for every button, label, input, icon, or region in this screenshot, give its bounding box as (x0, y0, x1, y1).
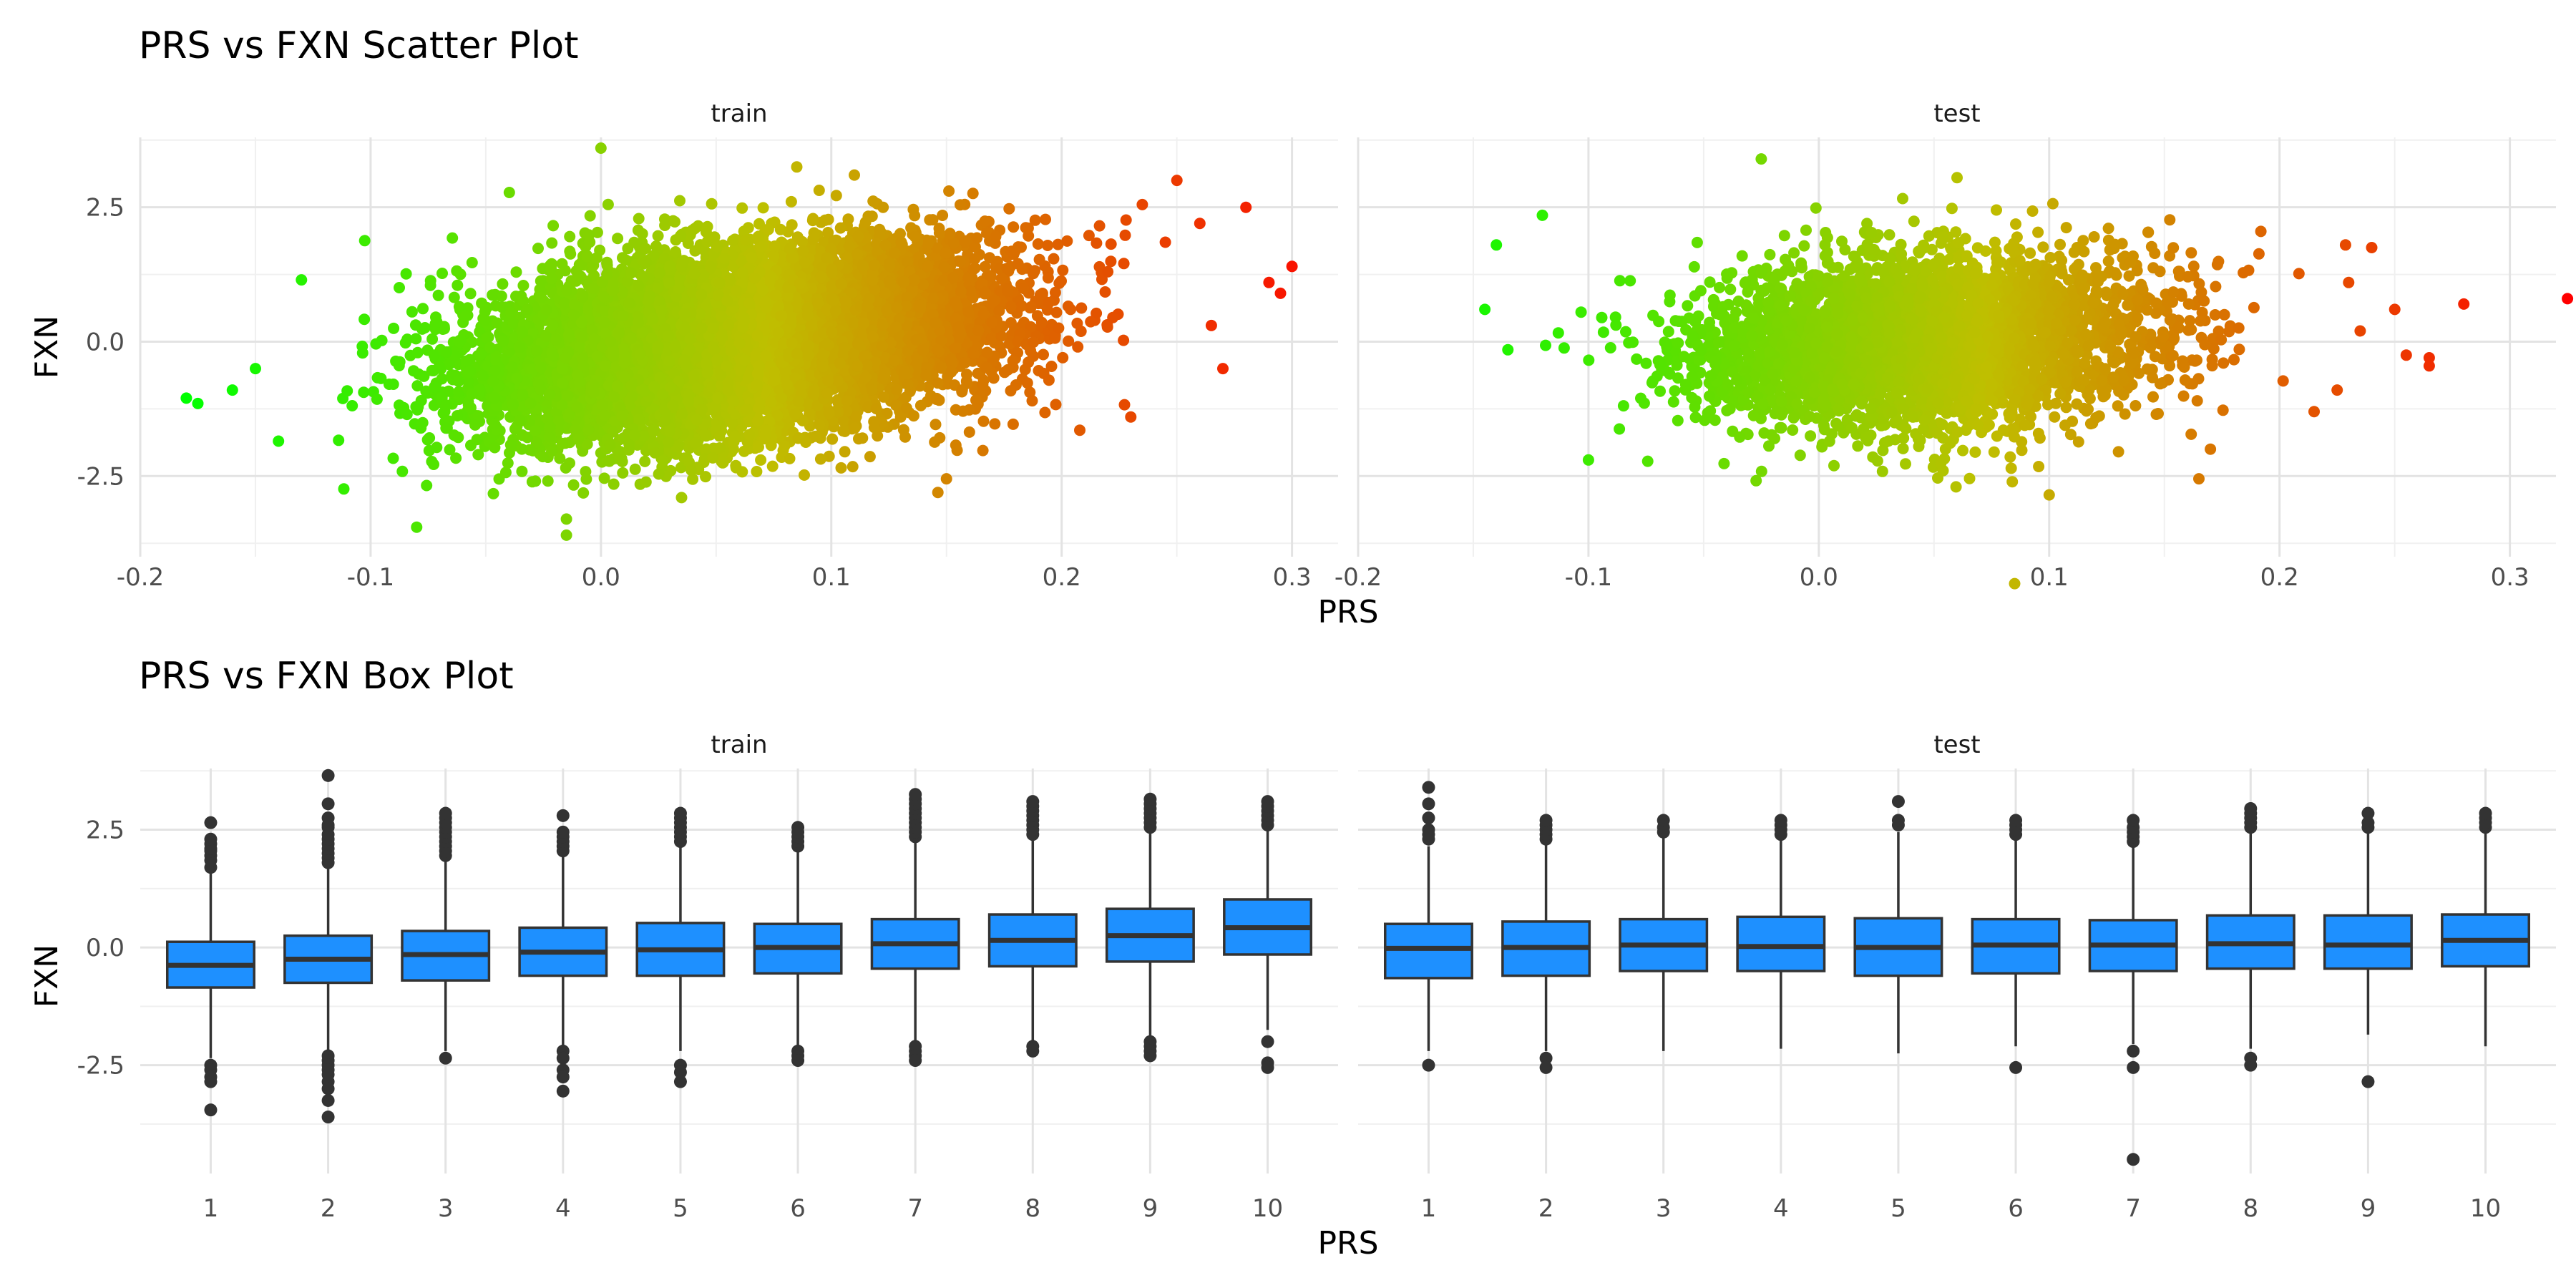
scatter-point (1043, 374, 1055, 386)
scatter-point (1119, 229, 1131, 241)
scatter-point (659, 213, 670, 225)
scatter-point (510, 266, 522, 278)
scatter-point (706, 197, 718, 210)
scatter-point (472, 449, 484, 461)
scatter-point (358, 235, 371, 247)
scatter-point (813, 185, 825, 196)
scatter-point (1065, 303, 1077, 316)
scatter-point (640, 476, 652, 488)
scatter-point (914, 399, 927, 411)
scatter-point (564, 245, 576, 258)
scatter-point (1105, 238, 1117, 250)
scatter-point (608, 478, 620, 490)
scatter-point (1074, 424, 1085, 436)
box-chart-title: PRS vs FXN Box Plot (139, 655, 514, 698)
scatter-point (977, 415, 990, 427)
scatter-point (930, 419, 942, 431)
scatter-point (617, 467, 629, 479)
scatter-point (629, 463, 641, 475)
scatter-point (567, 479, 580, 491)
scatter-point (687, 473, 699, 485)
scatter-point (633, 213, 645, 225)
scatter-point (1007, 418, 1019, 430)
scatter-point (1039, 406, 1051, 419)
scatter-point (835, 462, 847, 474)
scatter-point (937, 210, 949, 221)
scatter-point (963, 426, 975, 438)
scatter-point (847, 461, 859, 473)
scatter-point (396, 465, 409, 477)
scatter-point (410, 401, 422, 413)
scatter-point (406, 306, 418, 318)
scatter-point (426, 333, 439, 345)
scatter-point (757, 202, 769, 214)
scatter-point (929, 436, 941, 448)
scatter-point (1050, 306, 1063, 318)
scatter-point (897, 424, 909, 436)
scatter-point (857, 432, 869, 444)
scatter-point (1075, 302, 1088, 314)
scatter-point (411, 380, 424, 392)
scatter-point (1071, 317, 1083, 329)
scatter-point (388, 322, 400, 334)
scatter-point (546, 237, 558, 249)
scatter-point (639, 455, 651, 467)
scatter-point (967, 187, 979, 200)
scatter-point (358, 313, 371, 326)
scatter-point (421, 479, 433, 492)
scatter-point (454, 268, 467, 280)
scatter-point (981, 346, 993, 358)
scatter-point (819, 214, 831, 226)
scatter-point (602, 198, 614, 210)
scatter-point (755, 454, 767, 466)
scatter-point (1118, 399, 1131, 411)
scatter-point (598, 472, 610, 484)
scatter-point (670, 246, 681, 258)
scatter-point (383, 379, 395, 390)
scatter-point (580, 473, 592, 485)
scatter-point (464, 288, 477, 300)
scatter-point (1072, 341, 1084, 353)
scatter-point (1063, 335, 1075, 347)
scatter-point (448, 291, 460, 303)
scatter-point (487, 487, 499, 499)
scatter-point (1093, 220, 1106, 232)
scatter-point (1038, 348, 1049, 361)
scatter-point (358, 386, 370, 399)
scatter-point (830, 190, 842, 202)
scatter-point (447, 232, 459, 244)
scatter-point (1003, 203, 1015, 215)
scatter-point (542, 475, 554, 487)
scatter-point (394, 282, 405, 293)
scatter-point (826, 433, 839, 445)
scatter-points-layer (180, 142, 2574, 590)
scatter-point (785, 195, 797, 208)
scatter-chart-title: PRS vs FXN Scatter Plot (139, 24, 579, 67)
scatter-point (1118, 258, 1130, 270)
scatter-point (408, 365, 419, 377)
scatter-point (584, 210, 596, 222)
scatter-point (1118, 334, 1130, 346)
